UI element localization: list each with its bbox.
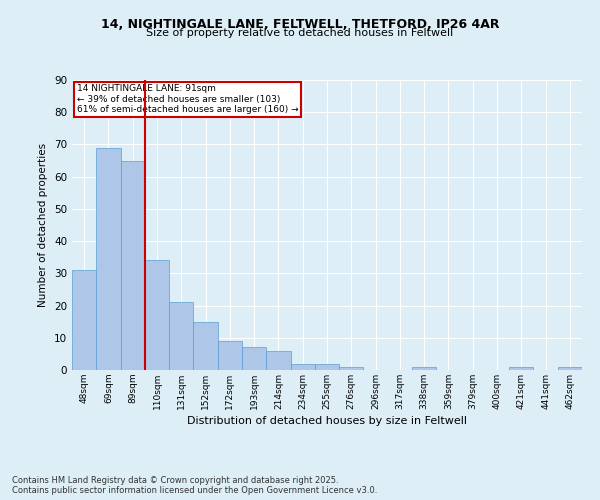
X-axis label: Distribution of detached houses by size in Feltwell: Distribution of detached houses by size … xyxy=(187,416,467,426)
Text: Size of property relative to detached houses in Feltwell: Size of property relative to detached ho… xyxy=(146,28,454,38)
Bar xyxy=(558,367,582,370)
Text: Contains HM Land Registry data © Crown copyright and database right 2025.
Contai: Contains HM Land Registry data © Crown c… xyxy=(12,476,377,495)
Bar xyxy=(193,322,218,370)
Bar xyxy=(145,260,169,370)
Text: 14 NIGHTINGALE LANE: 91sqm
← 39% of detached houses are smaller (103)
61% of sem: 14 NIGHTINGALE LANE: 91sqm ← 39% of deta… xyxy=(77,84,299,114)
Text: 14, NIGHTINGALE LANE, FELTWELL, THETFORD, IP26 4AR: 14, NIGHTINGALE LANE, FELTWELL, THETFORD… xyxy=(101,18,499,30)
Y-axis label: Number of detached properties: Number of detached properties xyxy=(38,143,49,307)
Bar xyxy=(218,341,242,370)
Bar xyxy=(290,364,315,370)
Bar xyxy=(169,302,193,370)
Bar xyxy=(412,367,436,370)
Bar xyxy=(509,367,533,370)
Bar xyxy=(266,350,290,370)
Bar xyxy=(339,367,364,370)
Bar xyxy=(242,348,266,370)
Bar xyxy=(72,270,96,370)
Bar xyxy=(121,160,145,370)
Bar xyxy=(96,148,121,370)
Bar xyxy=(315,364,339,370)
